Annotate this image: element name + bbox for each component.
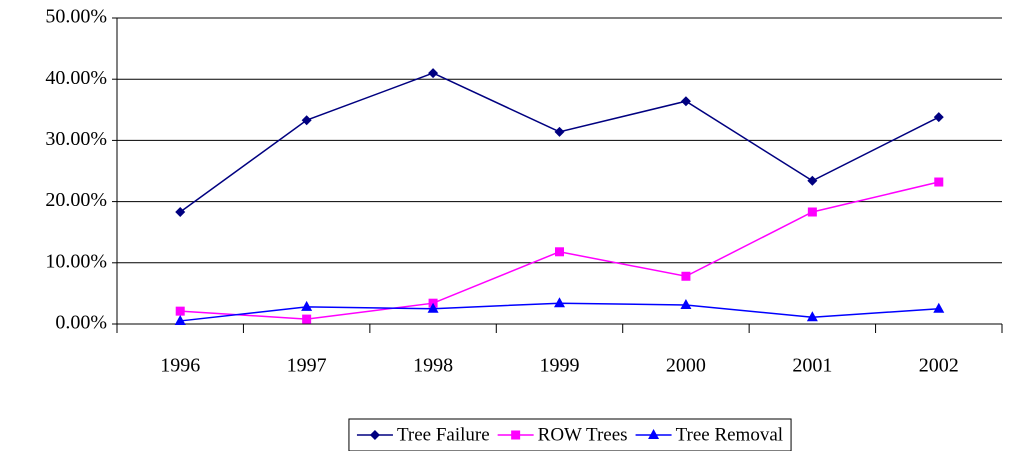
marker (301, 300, 313, 311)
x-tick-label: 2001 (792, 355, 832, 377)
marker (427, 302, 439, 313)
legend-item: ROW Trees (497, 424, 628, 445)
y-tick-label: 20.00% (45, 189, 107, 211)
x-tick-label: 1998 (413, 355, 453, 377)
marker (680, 299, 692, 310)
y-tick-label: 10.00% (45, 250, 107, 272)
marker (807, 175, 818, 186)
y-tick-label: 30.00% (45, 128, 107, 150)
marker (554, 297, 565, 308)
marker (648, 429, 660, 439)
marker (933, 302, 945, 313)
y-tick-label: 40.00% (45, 67, 107, 89)
x-tick-label: 1997 (287, 355, 327, 377)
legend-box (348, 418, 792, 451)
marker (554, 126, 565, 137)
legend-label: Tree Removal (676, 424, 783, 445)
legend-label: ROW Trees (538, 424, 628, 445)
marker (933, 112, 944, 123)
series-line (179, 72, 940, 213)
marker (174, 314, 186, 325)
marker (302, 314, 312, 324)
marker (934, 177, 944, 187)
x-tick-label: 1999 (540, 355, 580, 377)
y-tick-label: 0.00% (55, 312, 107, 334)
x-tick-label: 2000 (666, 355, 706, 377)
series (175, 68, 944, 218)
marker (301, 115, 312, 126)
marker (680, 96, 691, 107)
legend-item: Tree Failure (356, 424, 490, 445)
marker (175, 207, 186, 218)
legend-item: Tree Removal (635, 424, 783, 445)
marker (428, 68, 439, 79)
legend-label: Tree Failure (397, 424, 490, 445)
marker (511, 430, 521, 440)
series (174, 297, 945, 325)
marker (369, 430, 380, 440)
marker (807, 207, 817, 217)
legend: Tree Failure ROW Trees Tree Removal (348, 418, 792, 451)
marker (806, 311, 818, 322)
x-tick-label: 2002 (919, 355, 959, 377)
marker (555, 247, 564, 257)
x-tick-label: 1996 (160, 355, 200, 377)
marker (681, 271, 691, 281)
y-tick-label: 50.00% (45, 6, 107, 28)
marker (175, 306, 185, 316)
